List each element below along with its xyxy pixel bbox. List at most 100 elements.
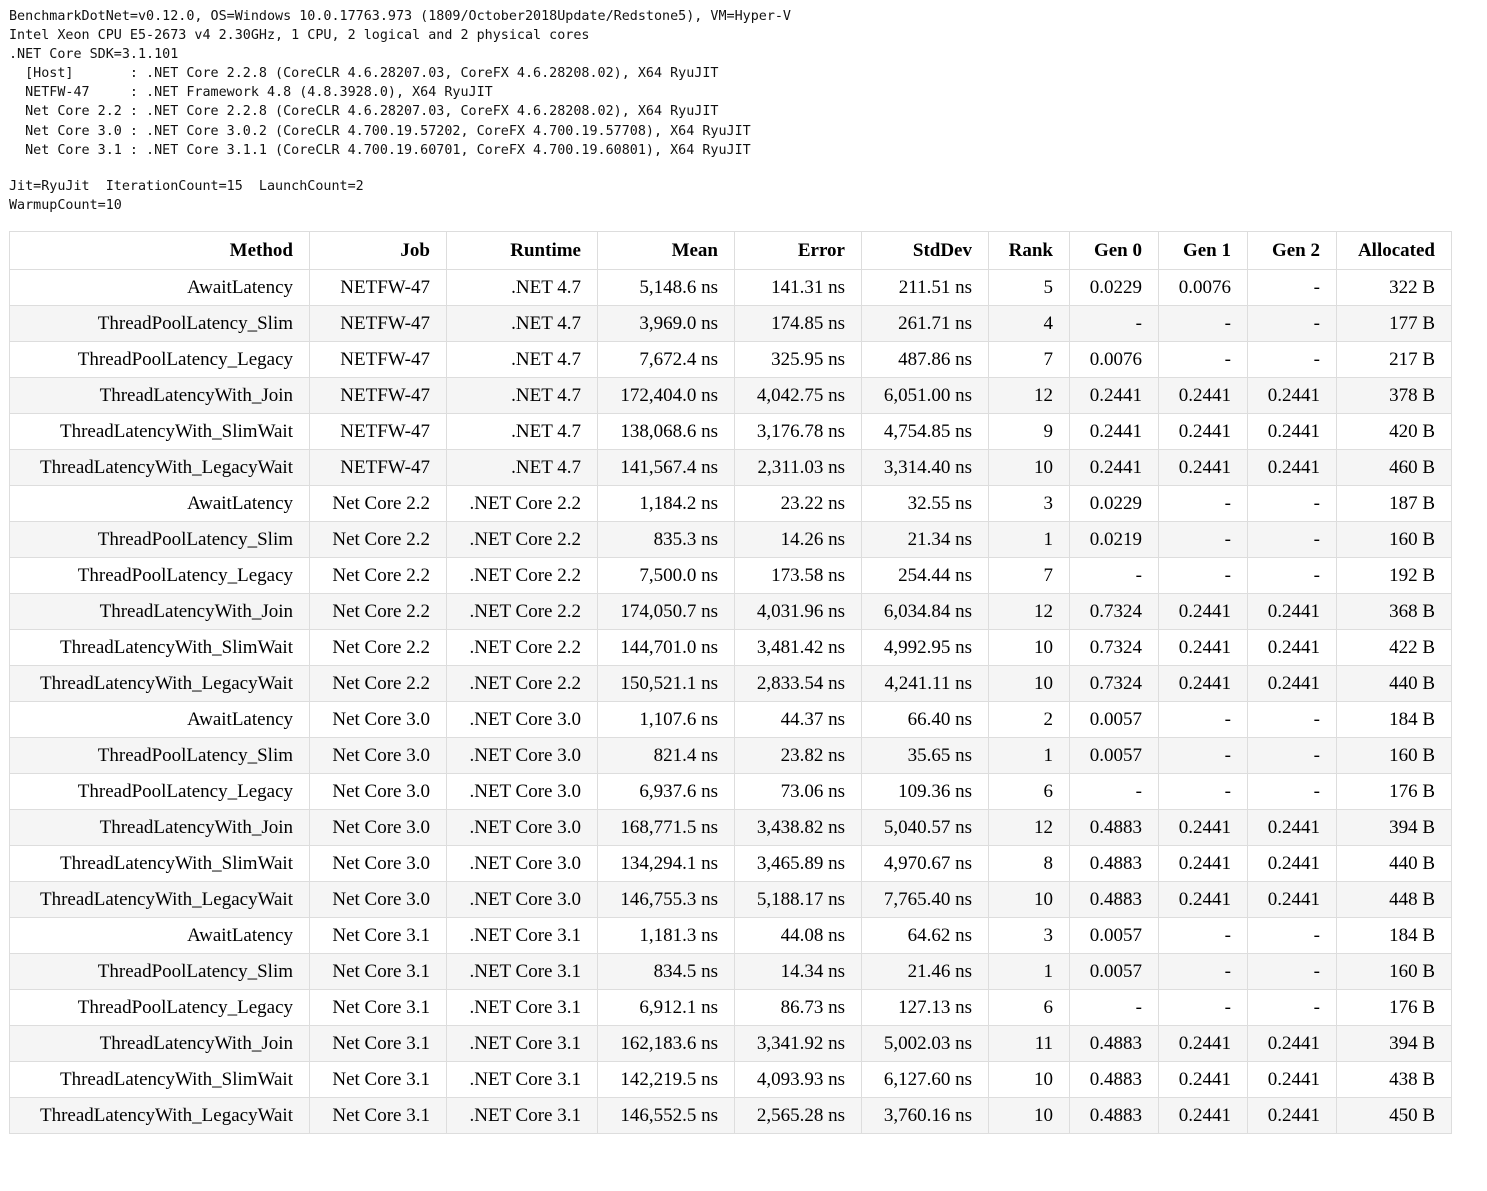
table-cell: 6,912.1 ns [597,989,735,1026]
table-cell: AwaitLatency [9,269,310,306]
table-cell: 86.73 ns [734,989,862,1026]
table-cell: Net Core 3.0 [309,737,447,774]
table-cell: 6 [988,989,1070,1026]
table-cell: .NET Core 3.0 [446,773,598,810]
table-cell: .NET 4.7 [446,413,598,450]
table-cell: Net Core 3.1 [309,1025,447,1062]
table-cell: 4,031.96 ns [734,593,862,630]
table-row: ThreadPoolLatency_Slim Net Core 3.0 .NET C… [9,737,1452,774]
table-cell: ThreadPoolLatency_Slim [9,953,310,990]
table-cell: - [1247,773,1337,810]
table-cell: 0.0229 [1069,269,1159,306]
env-line: Net Core 3.0 : .NET Core 3.0.2 (CoreCLR … [9,123,751,139]
table-cell: 0.4883 [1069,1025,1159,1062]
table-cell: 3,341.92 ns [734,1025,862,1062]
table-cell: 10 [988,1097,1070,1134]
table-cell: 10 [988,449,1070,486]
column-header: Gen 0 [1069,231,1159,270]
table-cell: 0.7324 [1069,629,1159,666]
table-cell: 0.2441 [1247,1025,1337,1062]
table-cell: ThreadPoolLatency_Slim [9,521,310,558]
table-cell: ThreadPoolLatency_Slim [9,737,310,774]
table-cell: - [1247,269,1337,306]
table-cell: ThreadPoolLatency_Legacy [9,341,310,378]
table-cell: .NET Core 3.1 [446,1025,598,1062]
table-cell: 160 B [1336,521,1452,558]
table-row: ThreadLatencyWith_Join Net Core 3.0 .NET C… [9,809,1452,846]
table-cell: 0.2441 [1158,413,1248,450]
column-header: Error [734,231,862,270]
table-cell: 0.2441 [1247,809,1337,846]
table-cell: 261.71 ns [861,305,989,342]
table-cell: - [1247,917,1337,954]
table-cell: 12 [988,809,1070,846]
env-line: Intel Xeon CPU E5-2673 v4 2.30GHz, 1 CPU… [9,28,590,44]
table-cell: 4 [988,305,1070,342]
table-cell: - [1069,305,1159,342]
table-cell: - [1247,521,1337,558]
table-cell: 10 [988,665,1070,702]
settings-line: Jit=RyuJit IterationCount=15 LaunchCount… [9,178,364,194]
table-cell: .NET Core 3.0 [446,845,598,882]
table-cell: 821.4 ns [597,737,735,774]
table-cell: 3,465.89 ns [734,845,862,882]
table-cell: 4,042.75 ns [734,377,862,414]
table-cell: 187 B [1336,485,1452,522]
table-cell: 0.2441 [1247,665,1337,702]
table-cell: 5,040.57 ns [861,809,989,846]
table-cell: 3,176.78 ns [734,413,862,450]
table-cell: 0.4883 [1069,881,1159,918]
env-line: .NET Core SDK=3.1.101 [9,47,179,63]
table-cell: Net Core 3.1 [309,917,447,954]
table-row: ThreadLatencyWith_LegacyWait Net Core 3.0… [9,881,1452,918]
table-cell: 378 B [1336,377,1452,414]
table-cell: Net Core 3.0 [309,773,447,810]
env-line: BenchmarkDotNet=v0.12.0, OS=Windows 10.0… [9,9,791,24]
table-cell: 6 [988,773,1070,810]
table-cell: .NET 4.7 [446,377,598,414]
table-cell: 5 [988,269,1070,306]
table-cell: 1,107.6 ns [597,701,735,738]
table-cell: 394 B [1336,809,1452,846]
table-cell: 448 B [1336,881,1452,918]
table-cell: 0.0219 [1069,521,1159,558]
table-cell: - [1069,773,1159,810]
table-cell: ThreadLatencyWith_SlimWait [9,1061,310,1098]
table-cell: 3,481.42 ns [734,629,862,666]
table-cell: 3,969.0 ns [597,305,735,342]
table-cell: 6,034.84 ns [861,593,989,630]
table-cell: AwaitLatency [9,701,310,738]
table-cell: .NET Core 3.0 [446,737,598,774]
table-row: ThreadPoolLatency_Legacy NETFW-47 .NET 4.7… [9,341,1452,378]
table-cell: .NET Core 3.1 [446,1061,598,1098]
table-cell: 438 B [1336,1061,1452,1098]
table-cell: Net Core 2.2 [309,629,447,666]
table-cell: NETFW-47 [309,413,447,450]
table-cell: Net Core 2.2 [309,557,447,594]
table-cell: ThreadPoolLatency_Legacy [9,557,310,594]
table-cell: 3 [988,485,1070,522]
table-cell: 2,565.28 ns [734,1097,862,1134]
table-row: ThreadPoolLatency_Slim Net Core 3.1 .NET C… [9,953,1452,990]
table-cell: - [1247,557,1337,594]
table-cell: 4,992.95 ns [861,629,989,666]
table-row: ThreadLatencyWith_Join Net Core 3.1 .NET C… [9,1025,1452,1062]
column-header: Gen 2 [1247,231,1337,270]
table-cell: 5,148.6 ns [597,269,735,306]
table-cell: 44.08 ns [734,917,862,954]
table-cell: 440 B [1336,845,1452,882]
column-header: Rank [988,231,1070,270]
table-cell: 7 [988,557,1070,594]
table-row: ThreadLatencyWith_SlimWait Net Core 2.2 .N… [9,629,1452,666]
table-cell: 66.40 ns [861,701,989,738]
table-row: ThreadPoolLatency_Slim NETFW-47 .NET 4.7 3,… [9,305,1452,342]
env-line: NETFW-47 : .NET Framework 4.8 (4.8.3928.… [9,85,493,101]
table-cell: ThreadPoolLatency_Slim [9,305,310,342]
table-cell: - [1158,989,1248,1026]
table-cell: 4,754.85 ns [861,413,989,450]
table-cell: Net Core 3.1 [309,989,447,1026]
table-cell: 0.4883 [1069,809,1159,846]
table-cell: 1,184.2 ns [597,485,735,522]
table-cell: 0.2441 [1247,1061,1337,1098]
table-cell: ThreadLatencyWith_SlimWait [9,629,310,666]
